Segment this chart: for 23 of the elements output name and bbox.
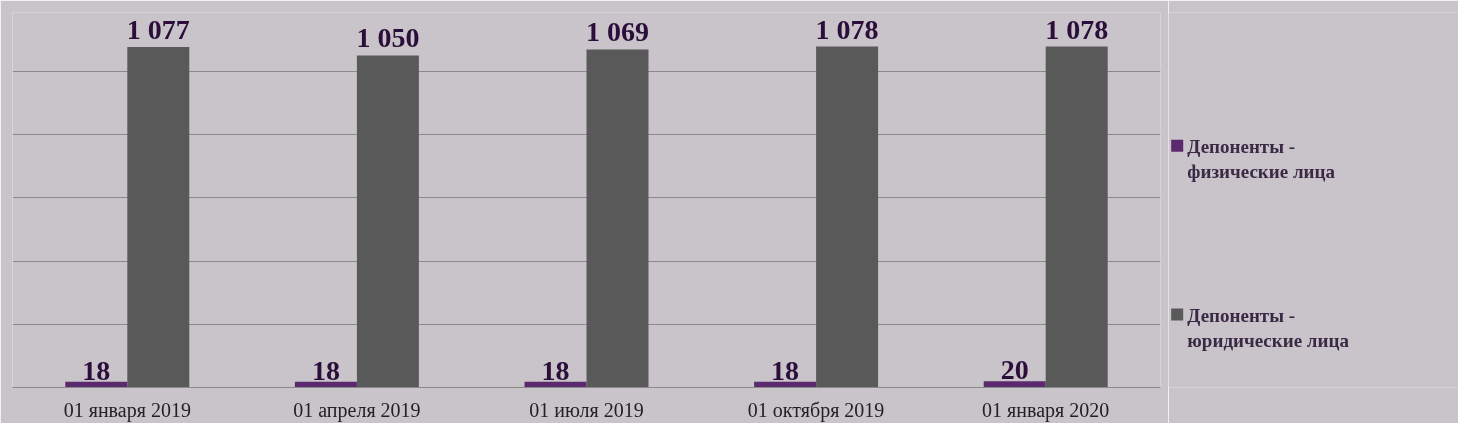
x-tick-label: 01 января 2019	[63, 398, 191, 422]
bar	[356, 55, 419, 388]
bar	[983, 381, 1046, 388]
data-label: 18	[771, 354, 800, 386]
x-tick-label: 01 января 2020	[982, 398, 1110, 422]
legend-label: Депоненты - физические лица	[1187, 136, 1336, 183]
bar	[816, 46, 879, 388]
data-label: 18	[311, 354, 340, 386]
data-label: 1 069	[586, 16, 649, 48]
data-label: 1 050	[356, 22, 420, 54]
data-label: 1 078	[1045, 13, 1109, 45]
x-tick-label: 01 апреля 2019	[293, 398, 421, 422]
data-label: 20	[1000, 354, 1029, 386]
bar	[127, 46, 190, 388]
data-label: 1 077	[126, 13, 190, 45]
x-tick-label: 01 октября 2019	[747, 398, 885, 422]
data-label: 1 078	[815, 13, 879, 45]
bar	[586, 49, 649, 388]
x-tick-label: 01 июля 2019	[529, 398, 644, 421]
data-label: 18	[82, 354, 111, 386]
data-label: 18	[541, 354, 570, 386]
legend-label: Депоненты - юридические лица	[1187, 305, 1350, 352]
bar	[1045, 46, 1108, 388]
